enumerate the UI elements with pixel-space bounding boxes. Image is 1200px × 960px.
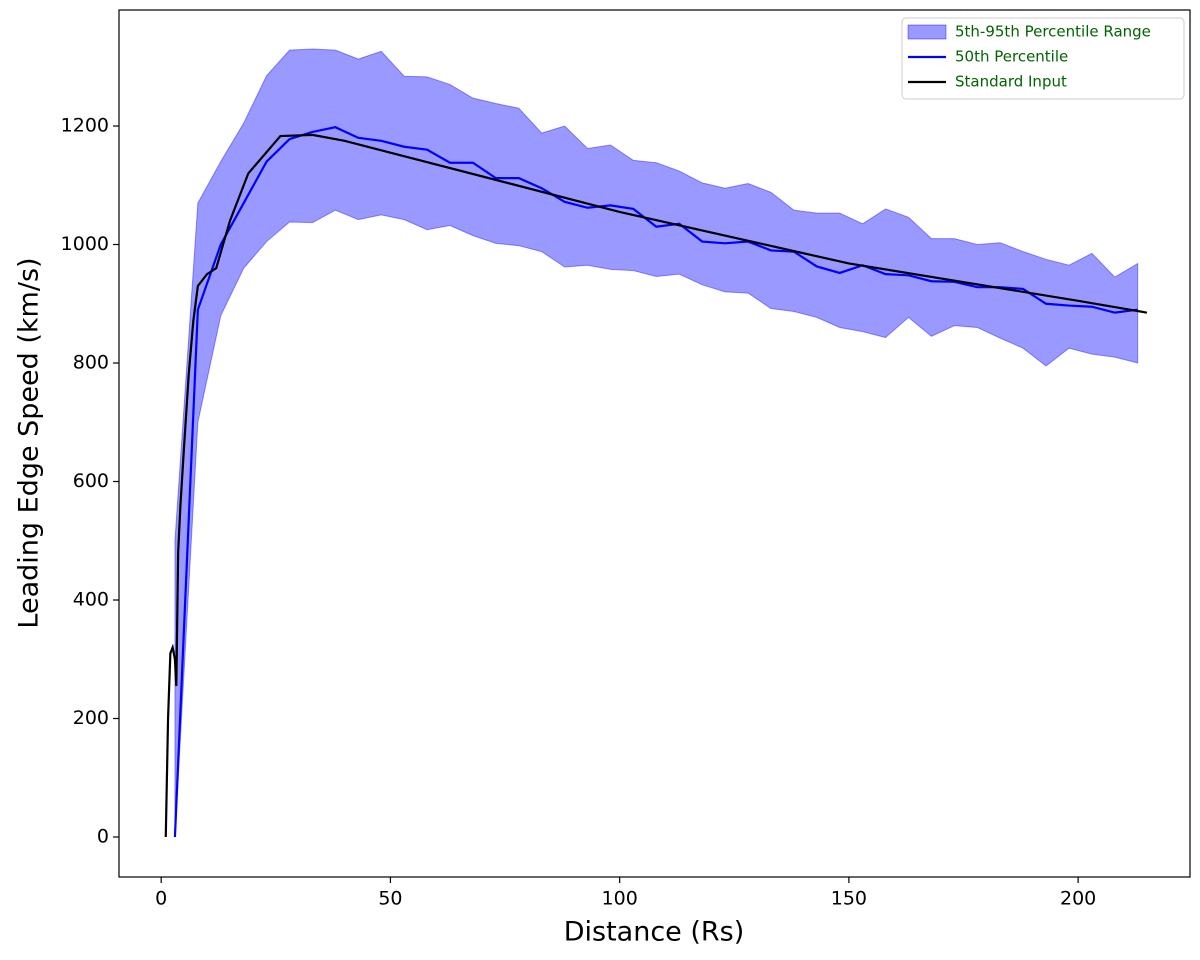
- y-tick-label: 200: [73, 707, 109, 729]
- y-tick-label: 400: [73, 589, 109, 611]
- legend-label: Standard Input: [955, 73, 1067, 91]
- line: [164, 133, 1148, 838]
- plot: [164, 48, 1148, 838]
- y-tick-label: 1000: [61, 233, 109, 255]
- line: [173, 126, 1138, 838]
- legend-label: 50th Percentile: [955, 48, 1068, 66]
- y-tick-label: 800: [73, 352, 109, 374]
- x-tick-label: 0: [155, 888, 167, 910]
- x-axis-label: Distance (Rs): [564, 917, 745, 948]
- legend-box: [901, 17, 1185, 100]
- x-tick-label: 50: [378, 888, 402, 910]
- legend-swatch: [907, 24, 947, 40]
- percentile-band: [174, 48, 1139, 838]
- y-axis-label: Leading Edge Speed (km/s): [14, 257, 45, 628]
- x-tick-label: 200: [1060, 888, 1096, 910]
- legend-label: 5th-95th Percentile Range: [955, 23, 1151, 41]
- axes-frame: [118, 9, 1191, 878]
- x-tick-label: 100: [602, 888, 638, 910]
- x-tick-label: 150: [831, 888, 867, 910]
- plot-area: [119, 10, 1190, 877]
- y-tick-label: 600: [73, 470, 109, 492]
- y-tick-label: 1200: [61, 115, 109, 137]
- y-tick-label: 0: [97, 826, 109, 848]
